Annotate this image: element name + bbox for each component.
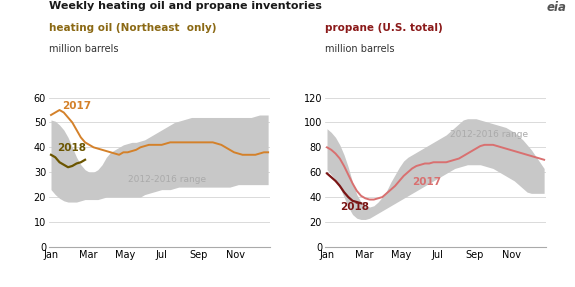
Text: million barrels: million barrels <box>49 44 118 55</box>
Text: eia: eia <box>546 1 566 14</box>
Text: 2012-2016 range: 2012-2016 range <box>128 175 206 184</box>
Text: 2018: 2018 <box>58 143 86 153</box>
Text: million barrels: million barrels <box>325 44 394 55</box>
Text: Weekly heating oil and propane inventories: Weekly heating oil and propane inventori… <box>49 1 322 11</box>
Text: 2012-2016 range: 2012-2016 range <box>450 130 528 139</box>
Text: 2017: 2017 <box>62 101 91 111</box>
Text: 2018: 2018 <box>340 201 369 212</box>
Text: propane (U.S. total): propane (U.S. total) <box>325 23 443 33</box>
Text: heating oil (Northeast  only): heating oil (Northeast only) <box>49 23 216 33</box>
Text: 2017: 2017 <box>412 177 441 187</box>
